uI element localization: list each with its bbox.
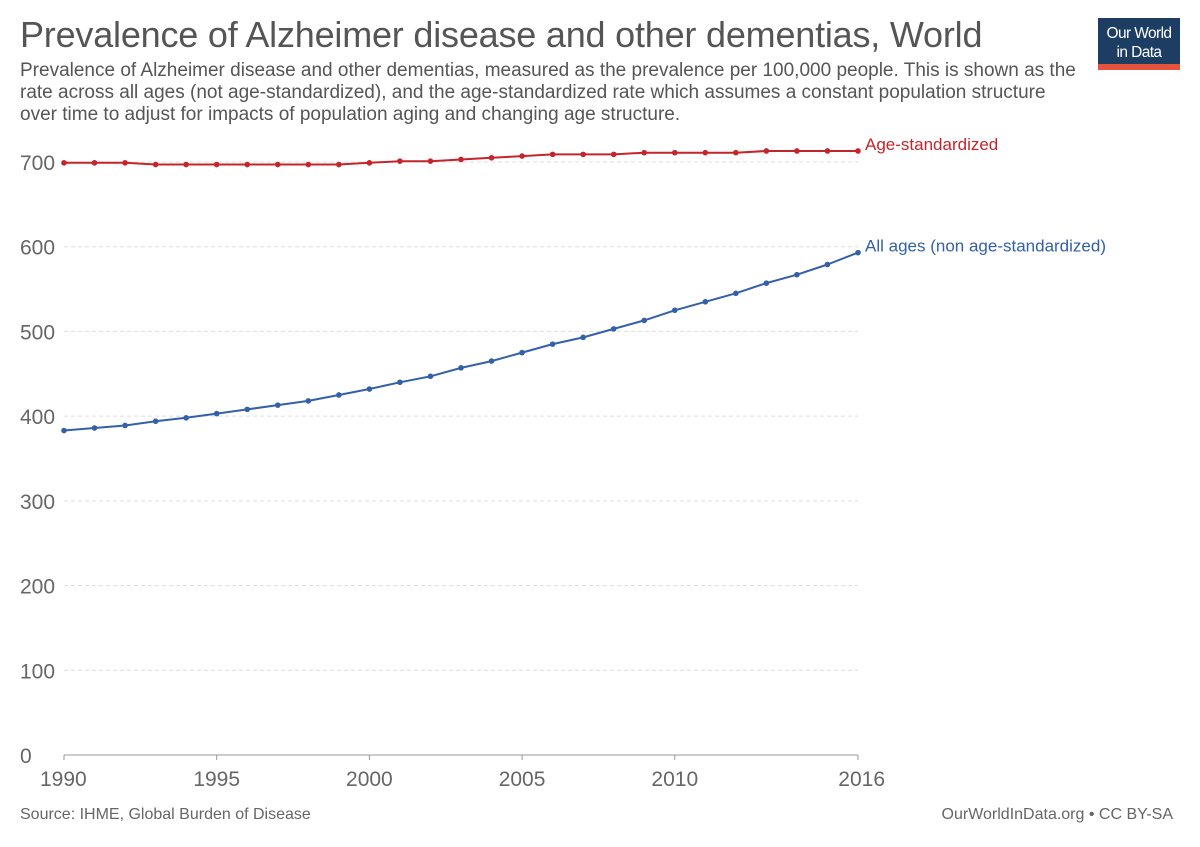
data-point xyxy=(580,151,586,158)
data-point xyxy=(641,149,648,156)
x-tick-label: 1995 xyxy=(193,768,240,791)
x-tick-label: 1990 xyxy=(40,768,87,791)
data-point xyxy=(763,280,770,286)
y-tick-label: 700 xyxy=(20,152,55,175)
y-tick-label: 600 xyxy=(20,237,55,260)
y-tick-label: 200 xyxy=(20,576,55,599)
series-line-all-ages xyxy=(63,251,859,432)
data-point xyxy=(610,151,617,158)
series-label: Age-standardized xyxy=(865,135,998,154)
data-point xyxy=(397,379,403,386)
data-point xyxy=(488,154,495,161)
data-point xyxy=(91,425,98,431)
data-point xyxy=(519,349,525,356)
data-point xyxy=(427,158,434,164)
logo-accent-bar xyxy=(1098,64,1180,70)
data-point xyxy=(366,160,373,166)
data-point xyxy=(610,326,617,332)
data-point xyxy=(702,149,709,156)
data-point xyxy=(733,149,739,156)
data-point xyxy=(244,161,251,168)
data-point xyxy=(549,151,556,158)
owid-logo[interactable]: Our World in Data xyxy=(1098,18,1180,70)
series-label: All ages (non age-standardized) xyxy=(865,237,1106,256)
data-point xyxy=(855,148,861,154)
data-point xyxy=(671,149,678,156)
license-note[interactable]: OurWorldInData.org • CC BY-SA xyxy=(941,806,1173,823)
data-point xyxy=(763,148,770,154)
data-point xyxy=(91,160,98,166)
data-point xyxy=(183,161,189,168)
data-point xyxy=(702,298,709,305)
data-point xyxy=(549,341,556,347)
y-tick-label: 500 xyxy=(20,321,55,344)
data-point xyxy=(122,422,128,429)
data-point xyxy=(427,373,434,380)
source-note[interactable]: Source: IHME, Global Burden of Disease xyxy=(20,806,311,823)
data-point xyxy=(671,307,678,314)
data-point xyxy=(733,290,739,297)
data-point xyxy=(305,161,312,168)
x-tick-label: 2005 xyxy=(499,768,546,791)
data-point xyxy=(824,148,831,154)
data-point xyxy=(61,427,67,434)
logo-line-2: in Data xyxy=(1116,44,1163,61)
data-point xyxy=(855,249,861,256)
data-point xyxy=(122,160,128,166)
data-point xyxy=(794,271,800,278)
y-tick-label: 300 xyxy=(20,491,55,514)
data-point xyxy=(641,317,648,324)
data-point xyxy=(305,398,312,404)
data-point xyxy=(824,261,831,268)
data-point xyxy=(152,161,159,168)
data-point xyxy=(336,392,342,398)
x-tick-label: 2010 xyxy=(651,768,698,791)
y-tick-label: 400 xyxy=(20,406,55,429)
y-tick-label: 0 xyxy=(20,745,32,768)
y-tick-label: 100 xyxy=(20,660,55,683)
data-point xyxy=(213,161,220,168)
data-point xyxy=(61,160,67,166)
data-point xyxy=(183,415,189,421)
data-point xyxy=(794,148,800,154)
logo-line-1: Our World xyxy=(1106,25,1173,42)
data-point xyxy=(152,418,159,425)
chart-title: Prevalence of Alzheimer disease and othe… xyxy=(20,14,983,55)
data-point xyxy=(397,158,403,164)
x-tick-label: 2016 xyxy=(838,768,885,791)
data-point xyxy=(366,386,373,392)
data-point xyxy=(458,365,464,371)
data-point xyxy=(244,406,251,413)
data-point xyxy=(213,410,220,417)
data-point xyxy=(580,334,586,341)
data-point xyxy=(458,156,464,163)
chart-subtitle: Prevalence of Alzheimer disease and othe… xyxy=(20,60,1076,125)
data-point xyxy=(274,161,281,168)
data-point xyxy=(336,161,342,168)
data-point xyxy=(519,153,525,159)
data-point xyxy=(274,402,281,408)
data-point xyxy=(488,358,495,364)
x-tick-label: 2000 xyxy=(346,768,393,791)
